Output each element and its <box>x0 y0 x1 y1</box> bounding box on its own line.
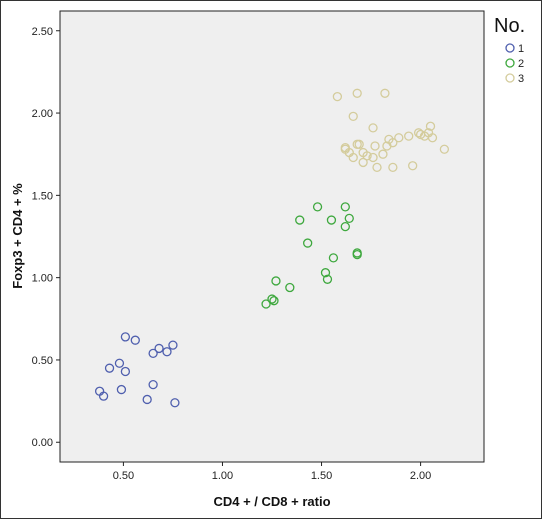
data-point-series-3 <box>404 131 414 141</box>
data-point-series-1 <box>114 358 125 368</box>
data-point-series-3 <box>425 121 436 131</box>
data-point-series-1 <box>162 347 172 357</box>
x-tick-label: 1.50 <box>311 470 332 482</box>
data-point-series-3 <box>394 133 404 143</box>
y-tick-label: 1.50 <box>32 190 53 202</box>
y-tick-label: 1.00 <box>32 273 53 285</box>
y-tick-label: 2.00 <box>32 108 53 120</box>
x-axis-title: CD4 + / CD8 + ratio <box>213 494 330 509</box>
data-point-series-3 <box>388 138 398 148</box>
data-points <box>94 88 450 408</box>
legend-marker-2 <box>505 58 515 68</box>
data-point-series-2 <box>340 202 350 212</box>
legend-label-3: 3 <box>518 73 524 85</box>
data-point-series-3 <box>439 144 450 154</box>
x-tick-label: 1.00 <box>212 470 233 482</box>
data-point-series-3 <box>368 152 378 163</box>
data-point-series-2 <box>322 274 333 284</box>
data-point-series-1 <box>104 363 115 373</box>
data-point-series-1 <box>130 335 140 345</box>
y-axis: 0.00 0.50 1.00 1.50 2.00 2.50 <box>32 26 60 449</box>
data-point-series-3 <box>362 151 372 161</box>
x-tick-label: 0.50 <box>113 470 134 482</box>
data-point-series-2 <box>267 294 277 304</box>
data-point-series-2 <box>320 268 331 278</box>
data-point-series-2 <box>326 215 337 225</box>
data-point-series-3 <box>358 157 368 168</box>
x-axis: 0.50 1.00 1.50 2.00 <box>113 462 431 482</box>
data-point-series-1 <box>98 391 109 401</box>
data-point-series-3 <box>368 123 378 133</box>
data-point-series-2 <box>344 213 354 224</box>
data-point-series-3 <box>332 91 343 102</box>
data-point-series-2 <box>261 299 271 309</box>
data-point-series-3 <box>354 139 364 149</box>
data-point-series-3 <box>408 161 418 171</box>
data-point-series-3 <box>340 142 350 153</box>
data-point-series-1 <box>154 343 164 354</box>
y-axis-title: Foxp3 + CD4 + % <box>10 183 25 289</box>
data-point-series-3 <box>348 111 358 121</box>
data-point-series-3 <box>370 141 380 151</box>
legend-label-1: 1 <box>518 43 524 55</box>
data-point-series-1 <box>116 384 127 395</box>
data-point-series-1 <box>142 394 152 405</box>
data-point-series-3 <box>372 162 382 173</box>
data-point-series-1 <box>148 348 158 359</box>
data-point-series-1 <box>168 340 178 350</box>
plot-area <box>59 10 485 463</box>
data-point-series-3 <box>378 149 388 159</box>
x-tick-label: 2.00 <box>410 470 431 482</box>
y-tick-label: 0.50 <box>32 355 53 367</box>
data-point-series-2 <box>285 282 295 293</box>
legend-marker-1 <box>505 43 515 53</box>
legend-title: No. <box>494 15 525 37</box>
data-point-series-3 <box>380 88 390 98</box>
data-point-series-2 <box>352 249 362 260</box>
legend-marker-3 <box>505 73 515 83</box>
data-point-series-1 <box>120 332 131 342</box>
data-point-series-3 <box>388 162 398 173</box>
data-point-series-3 <box>348 152 358 163</box>
data-point-series-2 <box>295 215 305 225</box>
data-point-series-3 <box>427 133 438 143</box>
data-point-series-1 <box>120 366 131 377</box>
legend-label-2: 2 <box>518 58 524 70</box>
data-point-series-2 <box>340 221 350 232</box>
data-point-series-2 <box>271 276 281 286</box>
data-point-series-1 <box>170 398 180 408</box>
data-point-series-2 <box>269 296 279 306</box>
y-tick-label: 2.50 <box>32 26 53 38</box>
data-point-series-1 <box>148 379 158 390</box>
data-point-series-3 <box>352 88 362 98</box>
data-point-series-2 <box>312 202 323 212</box>
data-point-series-2 <box>328 253 339 263</box>
data-point-series-2 <box>303 238 313 248</box>
y-tick-label: 0.00 <box>32 437 53 449</box>
legend: 1 2 3 <box>505 43 524 85</box>
